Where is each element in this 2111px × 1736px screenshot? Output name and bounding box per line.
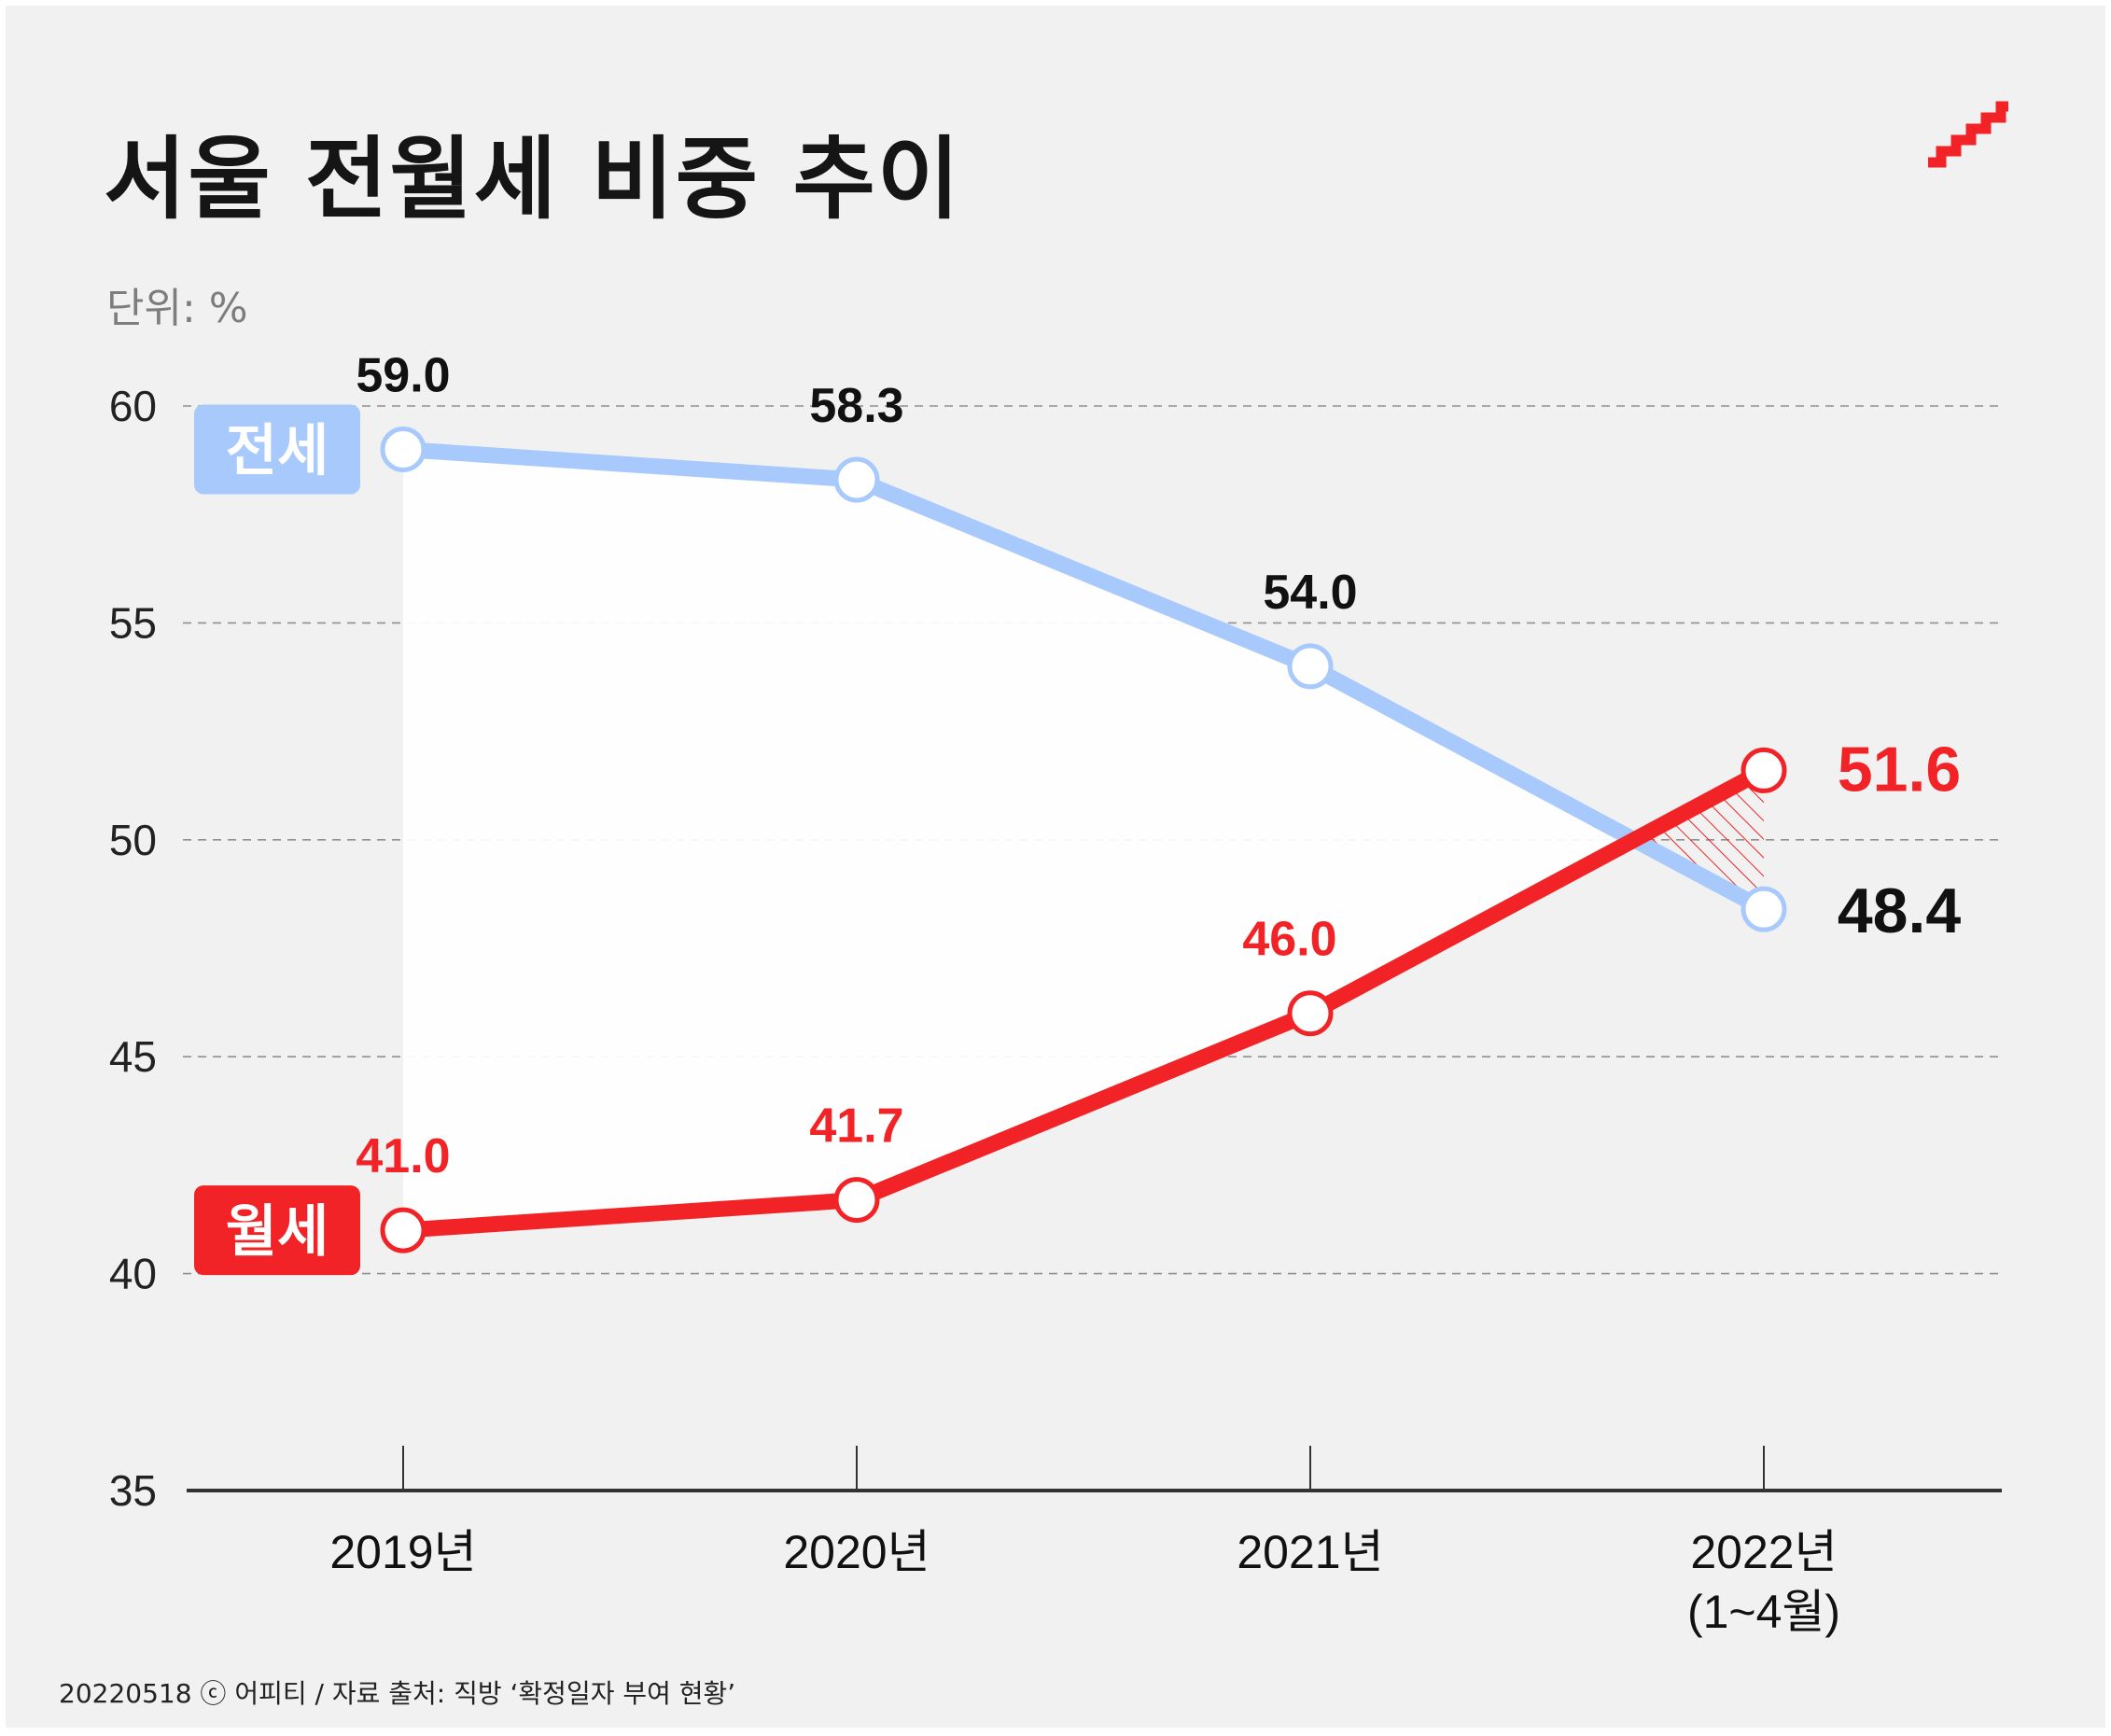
y-tick-label: 55 [109,598,157,647]
data-point [1287,990,1334,1037]
data-label: 54.0 [1263,566,1357,620]
x-tick-label: 2019년 [329,1526,476,1578]
y-tick-label: 60 [109,382,157,430]
data-point [380,1207,426,1253]
footer-source: 20220518 ⓒ 어피티 / 자료 출처: 직방 ‘확정일자 부여 현황’ [59,1678,736,1709]
y-tick-label: 35 [109,1466,157,1515]
x-tick-label: 2021년 [1237,1526,1383,1578]
unit-label: 단위: % [106,285,248,332]
red-stairs-logo-icon [1928,101,2008,168]
data-point [1741,886,1787,932]
data-label: 41.7 [809,1099,903,1154]
data-label: 48.4 [1838,875,1962,946]
data-point [1287,643,1334,690]
data-label: 51.6 [1838,734,1961,805]
data-label: 41.0 [356,1129,450,1183]
x-tick-label: 2022년 [1690,1526,1837,1578]
series-line-jeonse [395,441,1772,917]
legend-badge [194,404,360,495]
legend-badge [194,1185,360,1276]
data-point [833,1177,880,1224]
chart-title: 서울 전월세 비중 추이 [104,127,962,231]
data-point [833,456,880,503]
y-tick-label: 45 [109,1032,157,1081]
crossover-hatch [1634,770,1764,910]
data-point [1741,747,1787,793]
gap-band [403,449,1635,1231]
y-tick-label: 40 [109,1250,157,1298]
data-label: 59.0 [356,348,450,402]
y-tick-label: 50 [109,816,157,864]
data-point [380,426,426,472]
legend-label: 월세 [226,1200,329,1263]
x-tick-label: 2020년 [783,1526,930,1578]
legend-label: 전세 [226,419,329,482]
series-line-wolse [395,762,1772,1239]
data-label: 46.0 [1242,913,1336,967]
data-label: 58.3 [809,379,903,433]
x-tick-label: (1~4월) [1687,1586,1840,1638]
